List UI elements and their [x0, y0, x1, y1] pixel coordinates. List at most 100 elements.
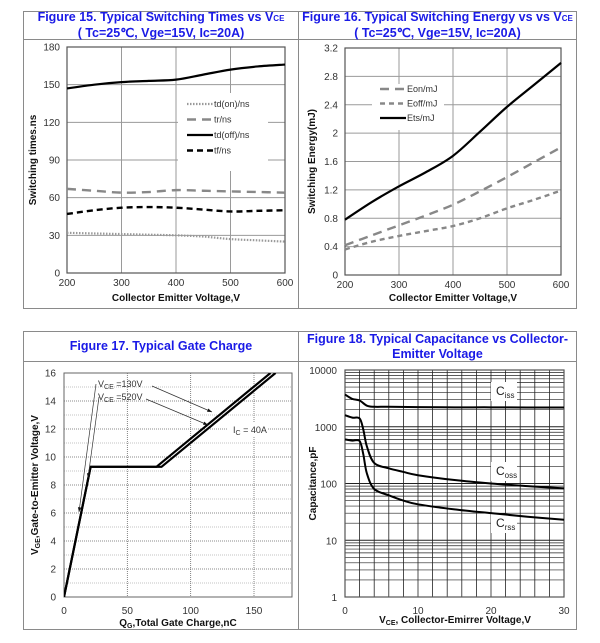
bottom-divider: [298, 331, 299, 630]
fig16-title: Figure 16. Typical Switching Energy vs v…: [299, 10, 576, 40]
fig17-ytick-label: 6: [50, 509, 56, 520]
fig18-ylabel: Capacitance,pF: [308, 447, 319, 521]
fig18-xlabel-rest: , Collector-Emirrer Voltage,V: [396, 615, 532, 626]
fig17-annotation-vce130-sub: CE: [104, 384, 114, 391]
fig18-curve-label-main: C: [496, 464, 505, 478]
fig15-xtick-label: 300: [113, 278, 130, 289]
fig16-legend-label: Eoff/mJ: [407, 99, 437, 109]
fig18-ytick-label: 1: [331, 593, 337, 604]
fig16-legend-label: Ets/mJ: [407, 113, 435, 123]
fig17-annotation-vce130: VCE =130V: [98, 379, 143, 391]
fig17-annotation-ic-rest: = 40A: [241, 425, 267, 435]
fig16-ytick-label: 3.2: [324, 44, 338, 55]
fig16-ytick-label: 0.4: [324, 242, 338, 253]
fig16-title-line2: ( Tc=25℃, Vge=15V, Ic=20A): [354, 26, 521, 40]
fig16-xtick-label: 500: [499, 280, 516, 291]
fig16-xlabel: Collector Emitter Voltage,V: [389, 293, 518, 304]
fig18-ytick-label: 10: [326, 536, 338, 547]
fig15-ytick-label: 30: [49, 231, 61, 242]
fig15-legend-box: [178, 93, 268, 171]
fig18-ytick-label: 100: [320, 480, 337, 491]
fig16-ytick-label: 1.2: [324, 185, 338, 196]
fig15-legend-label: tr/ns: [214, 115, 232, 125]
fig16-title-sub: CE: [561, 14, 573, 23]
fig15-xtick-label: 600: [277, 278, 294, 289]
fig18-xtick-label: 30: [558, 606, 570, 617]
top-figure-frame: [23, 11, 577, 309]
fig16-xtick-label: 200: [337, 280, 354, 291]
fig15-xtick-label: 400: [168, 278, 185, 289]
fig16-ytick-label: 1.6: [324, 157, 338, 168]
fig17-annotation-vce130-rest: =130V: [114, 379, 143, 389]
fig17-xlabel-main: Q: [119, 618, 127, 629]
fig18-curve-label-sub: rss: [505, 523, 516, 532]
fig15-series-tfns: [66, 205, 286, 216]
fig17-annotation-ic: IC = 40A: [233, 425, 267, 437]
fig17-xtick-label: 50: [122, 606, 134, 617]
fig15-title-line2: ( Tc=25℃, Vge=15V, Ic=20A): [77, 26, 245, 40]
fig17-ylabel-sub: GE: [35, 538, 42, 548]
fig15-ytick-label: 150: [43, 80, 60, 91]
fig17-annotation-vce520-rest: =520V: [114, 392, 143, 402]
fig18-curve-label-bg: [491, 462, 517, 481]
fig18-ytick-label: 1000: [315, 423, 338, 434]
fig18-plot-frame: [344, 369, 565, 598]
fig16-chart: 200 300 400 500 600 0 0.4 0.8 1.2 1.6 2 2.4 2.8 3.2 Eo…: [307, 44, 570, 305]
fig17-xtick-label: 100: [182, 606, 199, 617]
fig15-ytick-label: 0: [54, 269, 60, 280]
fig18-curve-label-main: C: [496, 384, 505, 398]
fig18-xlabel-main: V: [379, 615, 386, 626]
fig15-xtick-label: 500: [222, 278, 239, 289]
fig15-series-tdoffns: [66, 63, 286, 90]
fig15-title-sub: CE: [273, 14, 285, 23]
fig16-series-eoffmj: [344, 189, 562, 251]
fig17-ytick-label: 8: [50, 481, 56, 492]
fig15-legend-label: td(off)/ns: [214, 130, 250, 140]
fig18-curve-label-main: C: [496, 516, 505, 530]
fig15-ytick-label: 120: [43, 118, 60, 129]
fig18-curve-label-iss: Ciss: [496, 384, 514, 400]
fig15-legend-label: td(on)/ns: [214, 99, 250, 109]
fig16-legend-label: Eon/mJ: [407, 84, 438, 94]
fig17-ytick-label: 0: [50, 593, 56, 604]
fig17-annotation-vce130-main: V: [98, 379, 104, 389]
fig16-ylabel: Switching Energy(mJ): [307, 109, 318, 214]
fig18-curve-label-sub: iss: [505, 391, 515, 400]
fig15-series-tdonns: [66, 231, 286, 243]
fig17-ytick-label: 14: [45, 397, 57, 408]
fig17-ytick-label: 12: [45, 425, 57, 436]
fig15-ytick-label: 180: [43, 43, 60, 54]
fig18-curve-label-bg: [491, 514, 517, 533]
fig17-arrow-520-left-line: [87, 396, 100, 479]
fig18-series-ciss: [344, 393, 565, 409]
fig15-legend-label: tf/ns: [214, 146, 232, 156]
fig15-series-trns: [66, 187, 286, 194]
fig17-ytick-label: 10: [45, 453, 57, 464]
fig18-curve-label-oss: Coss: [496, 464, 517, 480]
fig18-title-line1: Figure 18. Typical Capacitance vs Collec…: [307, 331, 568, 346]
fig17-xlabel-rest: ,Total Gate Charge,nC: [132, 618, 236, 629]
fig17-xlabel-sub: G: [127, 623, 133, 630]
fig16-legend-box: [372, 84, 444, 130]
fig17-ytick-label: 4: [50, 537, 56, 548]
fig17-arrow-130-right-head: [207, 408, 212, 412]
fig17-ylabel: VGE,Gate-to-Emitter Voltage,V: [30, 415, 42, 555]
fig16-ytick-label: 2: [332, 129, 338, 140]
fig18-xtick-label: 0: [342, 606, 348, 617]
fig17-arrow-130-right-line: [151, 385, 213, 413]
fig17-arrow-130-left-line: [78, 383, 97, 513]
fig17-series-vce-520v: [64, 373, 277, 597]
fig15-ylabel: Switching times.ns: [28, 114, 39, 205]
fig17-annotation-vce520-sub: CE: [104, 397, 114, 404]
fig18-xtick-label: 20: [485, 606, 497, 617]
fig16-ytick-label: 0: [332, 271, 338, 282]
fig17-arrow-520-left-head: [86, 473, 91, 478]
top-divider: [298, 11, 299, 309]
fig17-ylabel-main: V: [30, 548, 41, 555]
fig16-title-line1: Figure 16. Typical Switching Energy vs v…: [302, 10, 562, 24]
fig18-curve-label-sub: oss: [505, 471, 517, 480]
fig17-xlabel: QG,Total Gate Charge,nC: [119, 618, 237, 630]
fig17-ic-label-bg: [228, 423, 268, 436]
